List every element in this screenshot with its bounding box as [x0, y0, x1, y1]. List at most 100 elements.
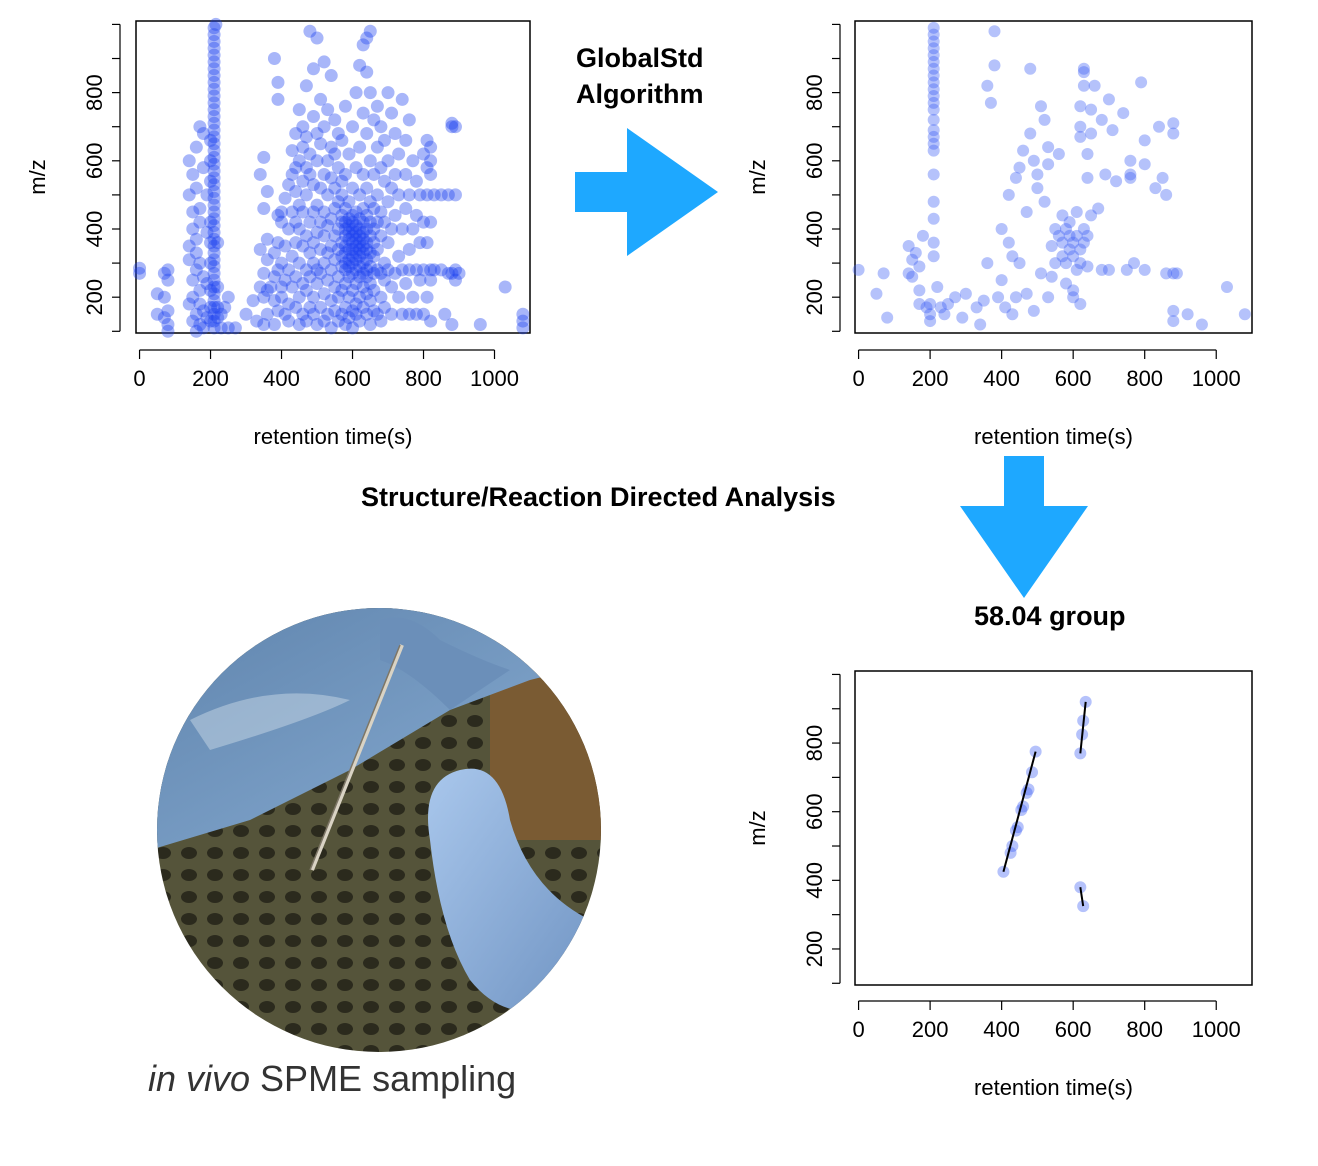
data-point [271, 92, 285, 106]
data-point [342, 195, 356, 209]
data-point [424, 167, 438, 181]
data-point [204, 256, 218, 270]
data-point [314, 300, 328, 314]
data-point [927, 76, 940, 89]
data-point [1038, 113, 1051, 126]
data-point [927, 195, 940, 208]
data-point [360, 208, 374, 222]
data-point [356, 106, 370, 120]
data-point [1081, 171, 1094, 184]
data-point [392, 290, 406, 304]
data-point [207, 266, 221, 280]
data-point [331, 161, 345, 175]
data-point [1095, 263, 1108, 276]
data-point [927, 42, 940, 55]
photo-caption: in vivo SPME sampling [148, 1058, 516, 1100]
data-point [413, 188, 427, 202]
data-point [278, 239, 292, 253]
x-tick-label: 1000 [1192, 366, 1241, 391]
data-point [1124, 154, 1137, 167]
data-point [331, 242, 345, 256]
data-point [314, 242, 328, 256]
data-point [434, 188, 448, 202]
data-point [207, 34, 221, 48]
data-point [260, 283, 274, 297]
data-point [870, 287, 883, 300]
down-arrow-icon [960, 456, 1088, 598]
data-point [1074, 243, 1087, 256]
data-point [331, 314, 345, 328]
data-point [367, 167, 381, 181]
data-point [388, 266, 402, 280]
data-point [161, 304, 175, 318]
data-point [207, 103, 221, 117]
data-point [335, 283, 349, 297]
data-point [1153, 120, 1166, 133]
spme-photo [157, 608, 601, 1052]
data-point [335, 236, 349, 250]
data-point [1031, 182, 1044, 195]
data-point [852, 263, 865, 276]
y-tick-label: 600 [802, 142, 827, 179]
data-point [927, 144, 940, 157]
data-point [321, 188, 335, 202]
data-point [1020, 287, 1033, 300]
data-point [438, 307, 452, 321]
data-point [207, 184, 221, 198]
data-point [193, 120, 207, 134]
data-point [1081, 147, 1094, 160]
data-point [317, 256, 331, 270]
caption-italic: in vivo [148, 1058, 251, 1099]
data-point [289, 215, 303, 229]
data-point [409, 174, 423, 188]
data-point [1106, 124, 1119, 137]
data-point [424, 263, 438, 277]
data-point [200, 188, 214, 202]
data-point [221, 290, 235, 304]
data-point [938, 308, 951, 321]
data-point [282, 222, 296, 236]
data-point [353, 270, 367, 284]
y-tick-label: 400 [802, 211, 827, 248]
data-point [253, 280, 267, 294]
data-point [328, 229, 342, 243]
data-point [189, 246, 203, 260]
data-point [267, 246, 281, 260]
data-point [349, 263, 363, 277]
data-point [927, 212, 940, 225]
data-point [1167, 127, 1180, 140]
data-point [328, 280, 342, 294]
data-point [356, 300, 370, 314]
data-point [207, 123, 221, 137]
data-point [207, 300, 221, 314]
data-point [402, 307, 416, 321]
data-point [211, 236, 225, 250]
data-point [303, 300, 317, 314]
data-point [207, 150, 221, 164]
data-point [1085, 103, 1098, 116]
data-point [395, 222, 409, 236]
data-point [310, 263, 324, 277]
data-point [385, 222, 399, 236]
x-tick-label: 0 [852, 1017, 864, 1042]
data-point [207, 28, 221, 42]
data-point [1006, 308, 1019, 321]
data-point [346, 181, 360, 195]
data-point [338, 229, 352, 243]
data-point [204, 283, 218, 297]
data-point [331, 195, 345, 209]
data-point [317, 167, 331, 181]
data-point [186, 273, 200, 287]
data-point [189, 324, 203, 338]
data-point [448, 188, 462, 202]
x-tick-label: 800 [1126, 366, 1163, 391]
data-point [157, 266, 171, 280]
data-point [445, 116, 459, 130]
data-point [346, 215, 360, 229]
data-point [420, 290, 434, 304]
data-point [363, 229, 377, 243]
data-point [204, 133, 218, 147]
data-point [1063, 229, 1076, 242]
data-point [200, 311, 214, 325]
data-point [363, 246, 377, 260]
